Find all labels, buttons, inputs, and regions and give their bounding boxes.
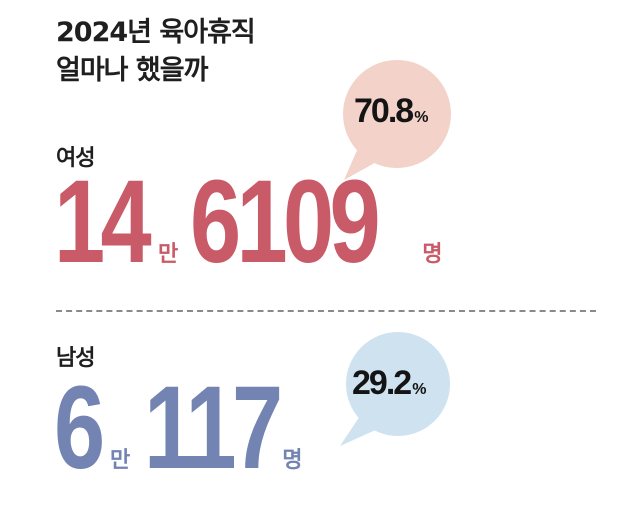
title-line-1: 2024년 육아휴직 xyxy=(56,17,256,48)
female-label: 여성 xyxy=(56,146,95,171)
male-percent-text: 29.2% xyxy=(352,364,426,403)
male-count-man-number: 6 xyxy=(54,362,105,494)
female-percent-bubble: 70.8% xyxy=(326,56,456,186)
female-count-number: 6109 xyxy=(190,156,381,288)
female-count-man-number: 14 xyxy=(54,156,152,288)
male-percent-value: 29.2 xyxy=(352,364,412,402)
female-percent-sign: % xyxy=(414,109,429,126)
male-count-number: 117 xyxy=(144,362,283,494)
section-divider xyxy=(56,310,596,312)
infographic-title: 2024년 육아휴직 얼마나 했을까 xyxy=(56,14,256,90)
title-line-2: 얼마나 했을까 xyxy=(56,55,208,86)
male-unit-people: 명 xyxy=(282,448,303,473)
male-percent-bubble: 29.2% xyxy=(328,326,458,456)
male-bubble-shape xyxy=(340,332,450,446)
female-bubble-shape xyxy=(343,60,451,180)
male-label: 남성 xyxy=(56,346,95,371)
male-percent-sign: % xyxy=(412,381,427,398)
male-unit-man: 만 xyxy=(110,448,131,473)
female-unit-man: 만 xyxy=(158,242,179,267)
male-count: 6 만 117 명 xyxy=(54,362,303,494)
female-count: 14 만 6109 명 xyxy=(54,156,443,288)
female-unit-people: 명 xyxy=(422,242,443,267)
female-percent-text: 70.8% xyxy=(354,92,428,131)
female-percent-value: 70.8 xyxy=(354,92,414,130)
